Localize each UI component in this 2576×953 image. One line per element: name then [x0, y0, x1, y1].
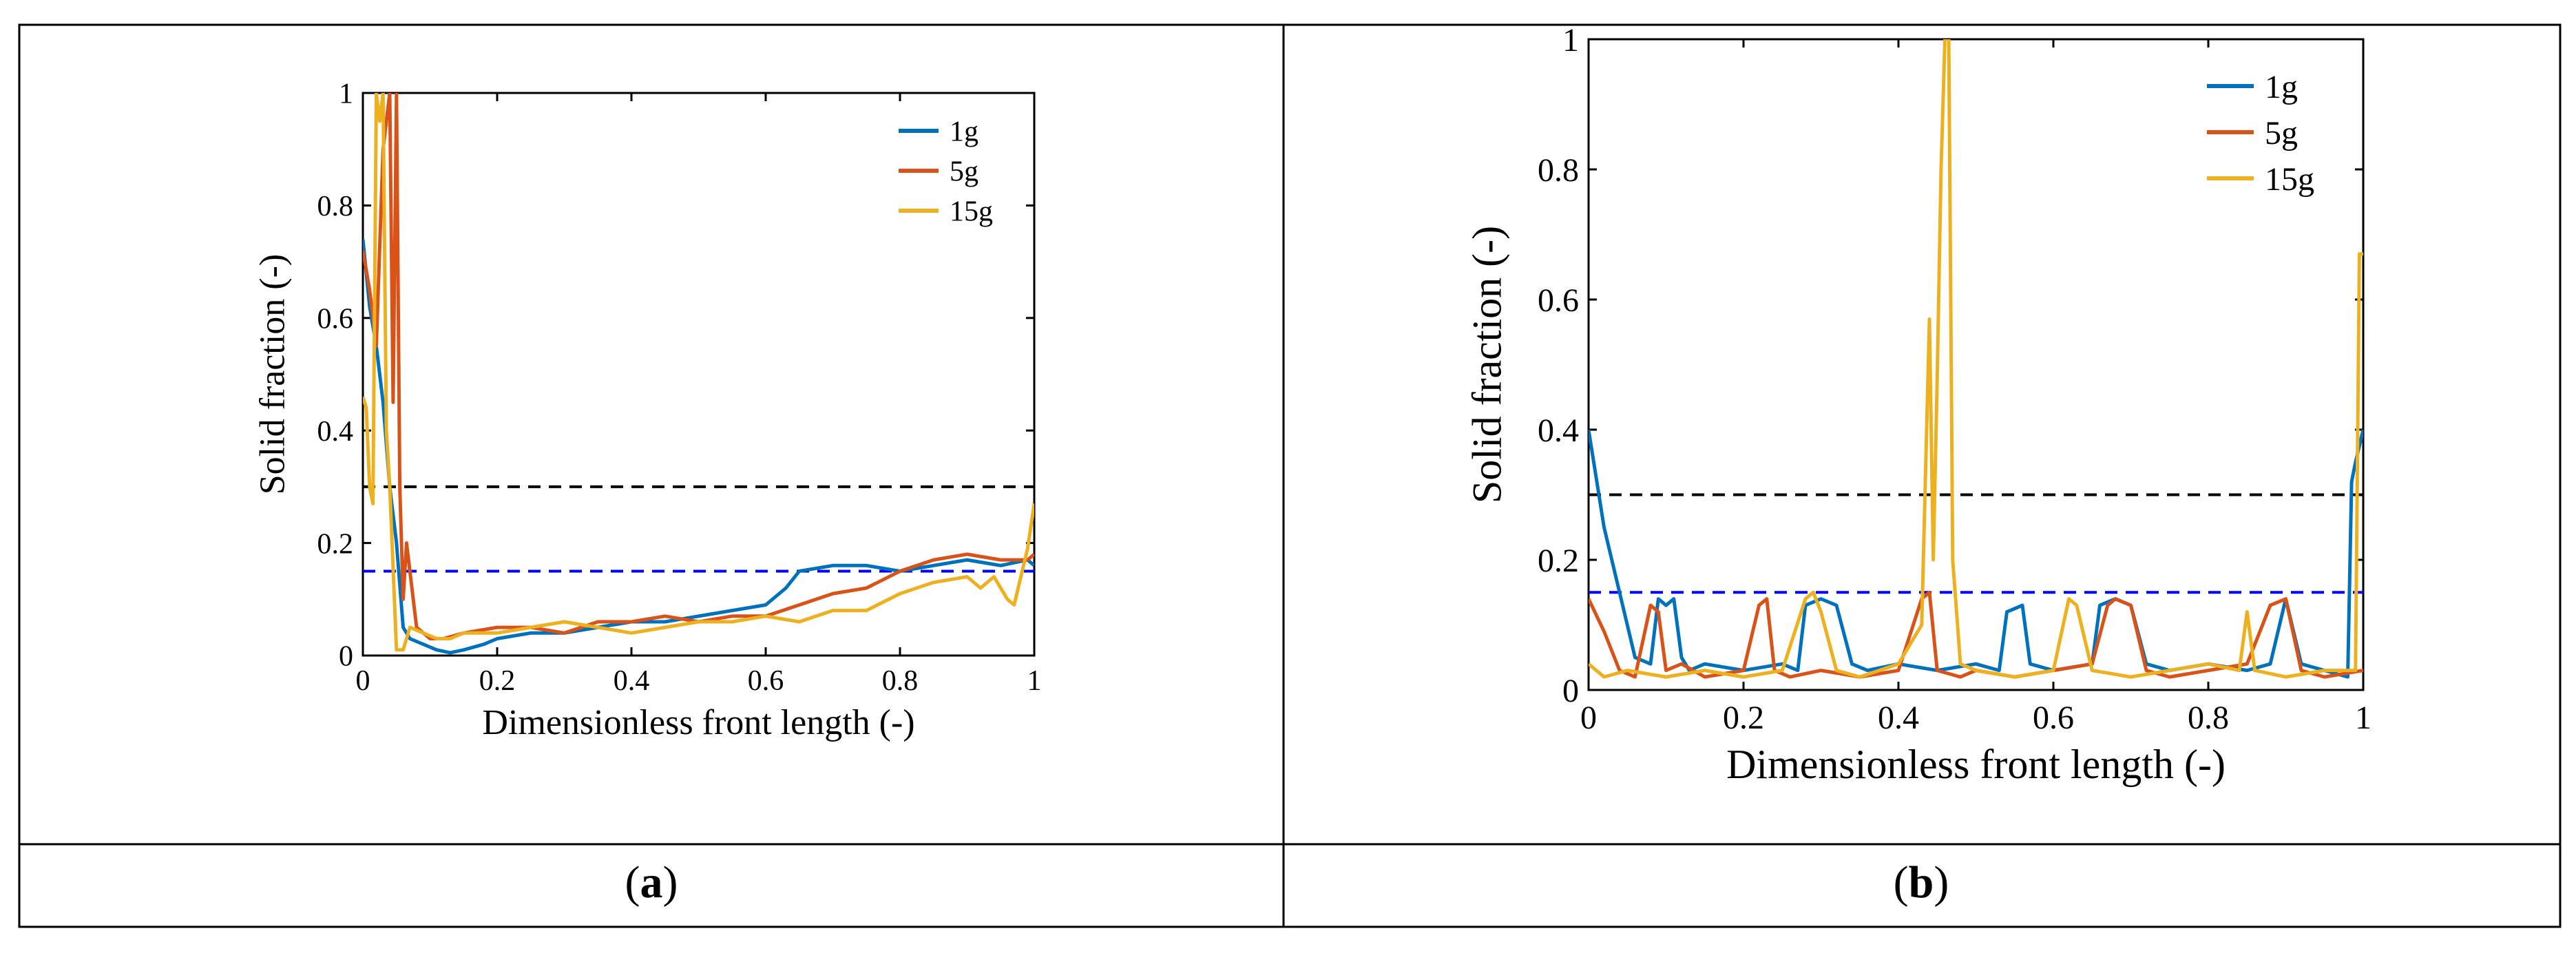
y-tick-label: 1 [339, 78, 353, 110]
y-tick-label: 0.2 [1538, 543, 1579, 579]
y-tick-label: 0.8 [317, 191, 354, 222]
x-tick-label: 0.8 [882, 665, 919, 697]
y-tick-label: 0.2 [317, 528, 354, 560]
legend-label-5g: 5g [950, 156, 978, 188]
legend-label-15g: 15g [950, 196, 993, 228]
chart-b: 0 0.2 0.4 0.6 0.8 1 0 0.2 0.4 0.6 0.8 1 Dimensionles… [1464, 22, 2371, 787]
y-tick-label: 0 [339, 641, 353, 673]
series-line-15g [1589, 39, 2363, 679]
x-tick-label: 0.2 [1723, 700, 1764, 736]
x-tick-label: 0.6 [748, 665, 784, 697]
x-tick-label: 0.6 [2033, 700, 2074, 736]
series-line-5g [1589, 590, 2363, 679]
x-tick-label: 0 [356, 665, 370, 697]
x-axis-label: Dimensionless front length (-) [1726, 742, 2226, 787]
legend: 1g 5g 15g [2207, 69, 2314, 198]
y-axis-label: Solid fraction (-) [253, 254, 293, 494]
table-border [18, 23, 2562, 928]
x-tick-label: 0 [1580, 700, 1597, 736]
caption-a: (a) [625, 857, 678, 908]
series-line-5g [363, 93, 1034, 640]
y-tick-label: 0.6 [317, 304, 354, 335]
x-tick-label: 0.4 [1878, 700, 1919, 736]
legend: 1g 5g 15g [899, 116, 993, 228]
x-axis-label: Dimensionless front length (-) [482, 703, 914, 742]
legend-label-1g: 1g [2265, 69, 2298, 105]
legend-label-5g: 5g [2265, 115, 2298, 151]
table-frame [18, 23, 2562, 928]
y-tick-label: 0.8 [1538, 152, 1579, 189]
plot-area-border [1587, 38, 2365, 691]
y-axis-label: Solid fraction (-) [1464, 226, 1509, 503]
y-tick-label: 1 [1562, 22, 1579, 59]
x-tick-label: 0.4 [614, 665, 650, 697]
plot-area-border [362, 92, 1036, 657]
series-line-1g [1589, 429, 2363, 679]
legend-label-1g: 1g [950, 116, 978, 148]
legend-label-15g: 15g [2265, 161, 2314, 198]
x-tick-label: 1 [2355, 700, 2371, 736]
x-tick-label: 1 [1027, 665, 1042, 697]
y-tick-label: 0.4 [1538, 412, 1579, 449]
y-tick-label: 0.6 [1538, 282, 1579, 319]
y-tick-label: 0 [1562, 673, 1579, 709]
x-tick-label: 0.8 [2188, 700, 2229, 736]
caption-b: (b) [1894, 857, 1949, 908]
series-line-15g [363, 93, 1034, 652]
series-line-1g [363, 239, 1034, 655]
chart-a: 0 0.2 0.4 0.6 0.8 1 0 0.2 0.4 0.6 0.8 1 Dimensionles… [253, 78, 1042, 742]
x-tick-label: 0.2 [479, 665, 516, 697]
y-tick-label: 0.4 [317, 416, 354, 448]
